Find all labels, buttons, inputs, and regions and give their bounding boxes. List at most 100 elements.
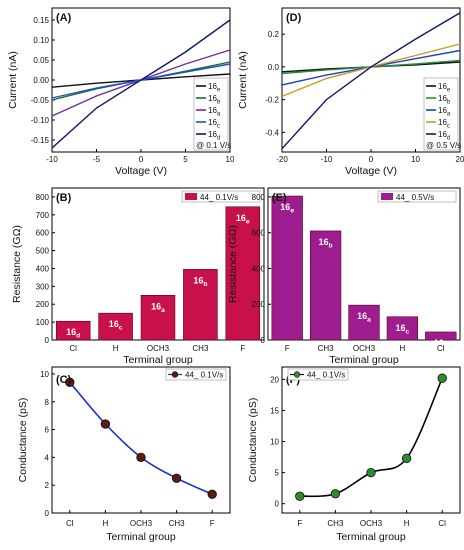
y-tick-label: 0.00 (33, 76, 49, 85)
y-tick-label: 0.05 (33, 56, 49, 65)
x-tick-label: OCH3 (353, 344, 376, 353)
y-tick-label: 400 (36, 264, 50, 273)
legend-note: @ 0.1 V/s (196, 141, 231, 150)
y-tick-label: 800 (36, 193, 50, 202)
bar-CH3 (309, 230, 342, 341)
y-tick-label: -0.10 (31, 116, 50, 125)
bar-label: 16b (319, 237, 333, 250)
y-tick-label: 20 (270, 375, 279, 384)
legend-entry: 16a (208, 106, 221, 118)
y-tick-label: -0.2 (265, 96, 279, 105)
y-tick-label: 500 (36, 247, 50, 256)
x-axis-label: Terminal group (329, 354, 399, 366)
legend-entry: 16c (438, 118, 450, 130)
bar-label: 16c (396, 323, 410, 336)
bar-label: 16e (236, 213, 250, 226)
x-tick-label: -10 (321, 155, 333, 164)
bar-label: 16d (66, 327, 80, 340)
legend-box (287, 368, 349, 381)
fit-curve (299, 377, 443, 498)
bar-label: 16a (151, 301, 165, 314)
x-tick-label: 20 (456, 155, 464, 164)
y-tick-label: 0 (275, 500, 280, 509)
data-point-H (401, 453, 412, 463)
legend-entry: 44_ 0.1V/s (307, 371, 345, 380)
panel-label: (D) (286, 12, 302, 24)
legend-entry: 16d (208, 130, 220, 142)
y-tick-label: 200 (252, 300, 266, 309)
y-tick-label: 6 (45, 426, 50, 435)
y-tick-label: 2 (45, 481, 50, 490)
panel-label: (A) (56, 12, 72, 24)
legend-swatch (381, 193, 393, 200)
y-tick-label: 0 (45, 509, 50, 518)
x-tick-label: -5 (93, 155, 101, 164)
bar-label: 16d (434, 338, 448, 351)
x-tick-label: 10 (411, 155, 420, 164)
y-tick-label: 0.0 (268, 63, 280, 72)
legend-entry: 44_ 0.1V/s (185, 371, 223, 380)
y-axis-label: Conductance (pS) (17, 398, 29, 483)
legend-entry: 16a (438, 106, 451, 118)
y-tick-label: 600 (252, 229, 266, 238)
x-tick-label: H (113, 344, 119, 353)
data-point-Cl (65, 377, 75, 387)
series-line-16d (51, 19, 231, 149)
x-tick-label: OCH3 (360, 519, 383, 528)
legend-box (181, 190, 261, 203)
panel-label: (B) (56, 192, 72, 204)
y-tick-label: 10 (40, 370, 49, 379)
x-tick-label: Cl (69, 344, 77, 353)
x-tick-label: 5 (183, 155, 188, 164)
y-axis-label: Current (nA) (7, 51, 19, 109)
x-tick-label: CH3 (192, 344, 209, 353)
y-tick-label: -0.05 (31, 96, 50, 105)
x-tick-label: F (285, 344, 290, 353)
data-point-CH3 (171, 473, 182, 483)
y-tick-label: 800 (252, 193, 266, 202)
x-tick-label: F (240, 344, 245, 353)
legend-marker (171, 371, 179, 378)
panel-label: (E) (272, 192, 287, 204)
y-tick-label: 4 (45, 453, 50, 462)
y-tick-label: 8 (45, 398, 50, 407)
y-tick-label: 100 (36, 318, 50, 327)
y-tick-label: -0.15 (31, 136, 50, 145)
legend-entry: 16e (208, 82, 221, 94)
y-tick-label: 0.2 (268, 30, 280, 39)
data-point-Cl (437, 373, 447, 383)
data-point-H (100, 419, 111, 429)
y-tick-label: 300 (36, 282, 50, 291)
x-tick-label: 0 (139, 155, 144, 164)
bar-F (271, 195, 303, 341)
legend-entry: 16e (438, 82, 451, 94)
legend-marker (293, 371, 301, 378)
data-point-F (207, 489, 217, 499)
y-axis-label: Resistance (GΩ) (227, 225, 239, 303)
data-point-F (295, 491, 305, 501)
x-axis-label: Voltage (V) (115, 165, 167, 177)
x-tick-label: H (103, 519, 109, 528)
y-tick-label: 200 (36, 300, 50, 309)
legend-box (377, 190, 457, 203)
bar-Cl (55, 320, 91, 341)
x-tick-label: -20 (276, 155, 288, 164)
x-axis-label: Terminal group (336, 531, 406, 543)
y-tick-label: 15 (270, 406, 279, 415)
bar-label: 16c (109, 319, 123, 332)
x-tick-label: CH3 (327, 519, 344, 528)
bar-Cl (425, 331, 457, 341)
x-tick-label: OCH3 (130, 519, 153, 528)
x-tick-label: 10 (226, 155, 235, 164)
y-tick-label: 5 (275, 469, 280, 478)
legend-entry: 44_ 0.5V/s (396, 193, 434, 202)
legend-box (423, 77, 459, 151)
legend-entry: 16b (438, 94, 451, 106)
legend-box (165, 368, 227, 381)
bar-F (225, 206, 261, 341)
series-line-16d (281, 12, 461, 150)
data-point-OCH3 (366, 467, 376, 478)
plot-frame-F (281, 366, 461, 514)
x-axis-label: Terminal group (123, 354, 193, 366)
